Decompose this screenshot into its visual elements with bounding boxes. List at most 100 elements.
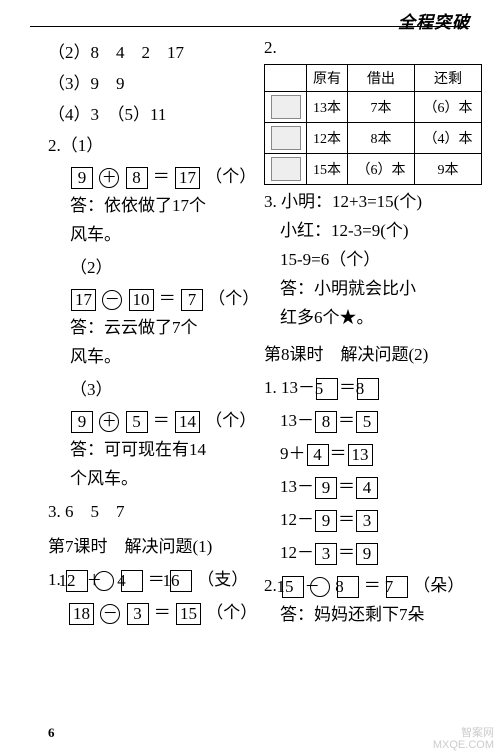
pre: 12－	[280, 510, 314, 529]
answer-text: 风车。	[48, 224, 254, 247]
equals: ＝	[154, 603, 171, 622]
table-cell: （6）本	[414, 92, 481, 123]
answer-text: 答：妈妈还剩下7朵	[264, 604, 482, 627]
operand-box: 5	[316, 378, 338, 400]
equation: 12－3＝9	[264, 538, 482, 565]
pre: 12－	[280, 543, 314, 562]
equals: ＝	[338, 510, 355, 529]
operator-circle: ＋	[99, 412, 119, 432]
unit: （个）	[208, 289, 259, 308]
problem-1: 1. 12 ＋ 4 ＝ 16 （支）	[48, 565, 254, 592]
text-line: （4）3 （5）11	[48, 100, 254, 125]
operand-box: 12	[66, 570, 88, 592]
unit: （个）	[205, 411, 256, 430]
equals: ＝	[338, 477, 355, 496]
operand-box: 10	[129, 289, 154, 311]
equation: 18 － 3 ＝ 15 （个）	[48, 598, 254, 625]
left-column: （2）8 4 2 17 （3）9 9 （4）3 （5）11 2.（1） 9 ＋ …	[0, 38, 260, 721]
equation: 1. 13－5＝8	[264, 373, 482, 400]
book-icon-cell	[265, 154, 307, 185]
operand-box: 8	[126, 167, 148, 189]
table-cell: （6）本	[347, 154, 414, 185]
watermark-line: 智案网	[433, 727, 494, 739]
equals: ＝	[159, 289, 176, 308]
equals: ＝	[364, 576, 381, 595]
result-box: 14	[175, 411, 200, 433]
equals: ＝	[338, 411, 355, 430]
table-row: 12本 8本 （4）本	[265, 123, 482, 154]
equation: 9＋4＝13	[264, 439, 482, 466]
pre: 13－	[281, 378, 315, 397]
label: 1.	[264, 378, 277, 397]
equals: ＝	[153, 411, 170, 430]
page-content: （2）8 4 2 17 （3）9 9 （4）3 （5）11 2.（1） 9 ＋ …	[0, 38, 500, 721]
equation: 12－9＝3	[264, 505, 482, 532]
operand-box: 8	[315, 411, 337, 433]
text-line: （3）9 9	[48, 69, 254, 94]
section-title-8: 第8课时 解决问题(2)	[264, 340, 482, 365]
result-box: 8	[357, 378, 379, 400]
result-box: 5	[356, 411, 378, 433]
sub-label: （3）	[48, 375, 254, 400]
operator-circle: －	[100, 604, 120, 624]
operand-box: 9	[71, 411, 93, 433]
table-cell: 7本	[347, 92, 414, 123]
text-line: 3. 小明：12+3=15(个)	[264, 191, 482, 214]
watermark: 智案网 MXQE.COM	[433, 727, 494, 751]
page-number: 6	[48, 725, 55, 741]
operand-box: 8	[337, 576, 359, 598]
table-row: 原有 借出 还剩	[265, 65, 482, 92]
result-box: 9	[356, 543, 378, 565]
book-icon-cell	[265, 123, 307, 154]
label: 2.	[264, 576, 277, 595]
unit: （个）	[205, 167, 256, 186]
equation: 17 － 10 ＝ 7 （个）	[48, 284, 254, 311]
operand-box: 9	[71, 167, 93, 189]
text-line: 答：小明就会比小	[264, 278, 482, 301]
label: 2.（1）	[48, 136, 103, 155]
table-cell: 12本	[307, 123, 348, 154]
sub-label: （2）	[48, 253, 254, 278]
table-cell: （4）本	[414, 123, 481, 154]
text-line: 15-9=6（个）	[264, 249, 482, 272]
book-icon-cell	[265, 92, 307, 123]
operand-box: 4	[121, 570, 143, 592]
answer-text: 答：可可现在有14	[48, 439, 254, 462]
operator-circle: ＋	[94, 571, 114, 591]
result-box: 15	[176, 603, 201, 625]
pre: 9＋	[280, 444, 306, 463]
book-icon	[271, 95, 301, 119]
equals: ＝	[153, 167, 170, 186]
answer-text: 答：云云做了7个	[48, 317, 254, 340]
table-cell: 8本	[347, 123, 414, 154]
equation: 9 ＋ 5 ＝ 14 （个）	[48, 406, 254, 433]
equals: ＝	[330, 444, 347, 463]
answer-text: 答：依依做了17个	[48, 195, 254, 218]
operand-box: 9	[315, 510, 337, 532]
operand-box: 4	[307, 444, 329, 466]
operand-box: 9	[315, 477, 337, 499]
operand-box: 17	[71, 289, 96, 311]
operator-circle: －	[102, 290, 122, 310]
table-header: 原有	[307, 65, 348, 92]
pre: 13－	[280, 411, 314, 430]
right-column: 2. 原有 借出 还剩 13本 7本 （6）本 12本 8本 （4）本	[260, 38, 500, 721]
text-line: 红多6个★。	[264, 307, 482, 330]
text-line: 小红：12-3=9(个)	[264, 220, 482, 243]
table-row: 15本 （6）本 9本	[265, 154, 482, 185]
table-header: 还剩	[414, 65, 481, 92]
text-line: （2）8 4 2 17	[48, 38, 254, 63]
operand-box: 15	[282, 576, 304, 598]
operator-circle: ＋	[99, 168, 119, 188]
unit: （个）	[206, 603, 257, 622]
table-row: 13本 7本 （6）本	[265, 92, 482, 123]
equals: ＝	[339, 378, 356, 397]
book-icon	[271, 126, 301, 150]
section-title-7: 第7课时 解决问题(1)	[48, 532, 254, 557]
result-box: 17	[175, 167, 200, 189]
watermark-line: MXQE.COM	[433, 739, 494, 751]
equation: 9 ＋ 8 ＝ 17 （个）	[48, 162, 254, 189]
table-cell: 15本	[307, 154, 348, 185]
operand-box: 3	[127, 603, 149, 625]
table-header: 借出	[347, 65, 414, 92]
